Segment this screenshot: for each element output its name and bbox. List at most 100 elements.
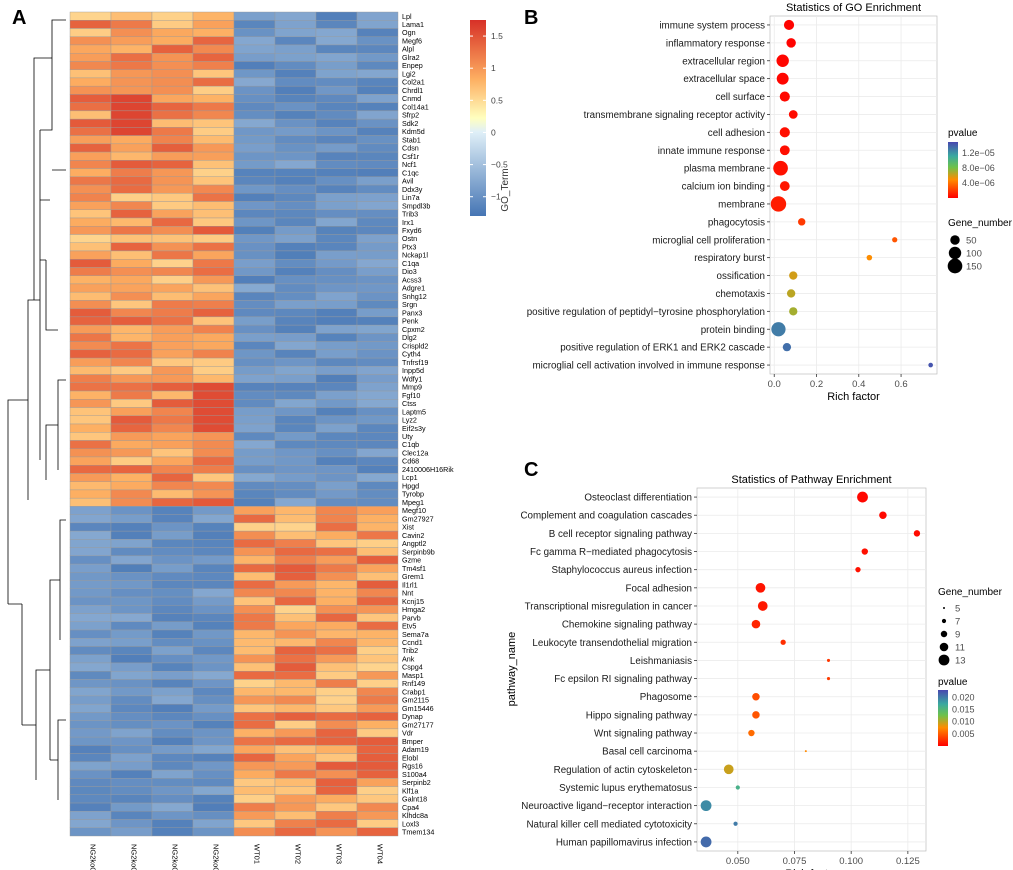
gene-label: Serpinb2 [402,778,431,787]
heatmap-cell [110,720,153,730]
heatmap-cell [110,712,153,721]
y-tick-label: Phagosome [640,692,693,703]
heatmap-cell [192,802,235,812]
heatmap-cell [69,481,112,491]
heatmap-cell [274,259,317,268]
y-tick-label: Regulation of actin cytoskeleton [554,765,692,776]
heatmap-cell [69,127,112,136]
gene-label: Lama1 [402,20,424,29]
heatmap-cell [110,662,153,672]
heatmap-cell [69,563,112,573]
heatmap-cell [356,811,399,820]
heatmap-cell [315,366,358,375]
heatmap-cell [315,679,358,688]
heatmap-cell [110,646,153,655]
data-point [752,692,760,701]
heatmap-cell [69,135,112,145]
heatmap-cell [356,753,399,763]
heatmap-cell [69,695,112,705]
heatmap-cell [356,613,399,622]
heatmap-cell [233,465,276,474]
heatmap-cell [192,695,235,705]
heatmap-cell [151,827,194,837]
heatmap-cell [315,275,358,285]
heatmap-cell [110,654,153,664]
heatmap-cell [356,506,399,515]
heatmap-cell [315,250,358,260]
y-tick-label: positive regulation of peptidyl−tyrosine… [527,307,765,318]
legend-pvalue-tick: 0.020 [952,692,975,702]
y-tick-label: protein binding [701,325,765,336]
y-tick-label: Staphylococcus aureus infection [551,565,692,576]
heatmap-cell [315,118,358,128]
heatmap-cell [69,259,112,268]
heatmap-cell [151,819,194,828]
data-point [751,619,761,629]
heatmap-cell [110,259,153,268]
heatmap-cell [233,489,276,499]
heatmap-cell [274,720,317,730]
heatmap-cell [356,473,399,482]
heatmap-cell [151,151,194,161]
heatmap-cell [110,514,153,524]
gene-label: Adgre1 [402,284,425,293]
heatmap-cell [110,580,153,589]
heatmap-cell [315,465,358,474]
heatmap-cell [69,77,112,87]
heatmap-cell [356,596,399,606]
heatmap-cell [192,53,235,62]
heatmap-cell [233,613,276,622]
heatmap-cell [69,193,112,202]
heatmap-cell [233,324,276,334]
heatmap-cell [69,638,112,647]
heatmap-cell [233,366,276,375]
heatmap-cell [233,687,276,697]
heatmap-cell [110,61,153,70]
gene-label: Eif2s3y [402,424,426,433]
heatmap-cell [110,168,153,177]
heatmap-cell [151,110,194,120]
heatmap-cell [233,448,276,458]
legend-gene-number-title: Gene_number [948,218,1013,229]
heatmap-cell [356,333,399,342]
heatmap-cell [356,514,399,524]
heatmap-cell [110,753,153,763]
heatmap-cell [356,11,399,21]
gene-label: Hmga2 [402,605,425,614]
heatmap-cell [69,440,112,449]
heatmap-cell [69,769,112,779]
plot-area [769,15,938,375]
heatmap-cell [69,20,112,29]
legend-size-label: 5 [955,604,960,615]
heatmap-cell [69,291,112,301]
y-tick-label: cell surface [715,92,765,103]
heatmap-cell [192,638,235,647]
heatmap-cell [69,605,112,614]
heatmap-cell [315,176,358,186]
heatmap-cell [69,671,112,680]
gene-label: Crispld2 [402,341,428,350]
heatmap-cell [151,440,194,449]
data-point [752,711,760,719]
heatmap-cell [69,547,112,557]
y-tick-label: Complement and coagulation cascades [520,511,692,522]
heatmap-cell [274,151,317,161]
heatmap-cell [151,61,194,70]
y-tick-label: Fc epsilon RI signaling pathway [554,674,692,685]
heatmap-cell [192,794,235,804]
heatmap-cell [110,382,153,392]
heatmap-cell [69,94,112,103]
heatmap-cell [274,357,317,367]
sample-label: WT01 [253,844,262,864]
heatmap-cell [274,819,317,828]
heatmap-cell [233,193,276,202]
heatmap-cell [356,291,399,301]
heatmap-cell [192,366,235,375]
heatmap-cell [151,168,194,177]
heatmap-cell [356,671,399,680]
heatmap-cell [356,720,399,730]
heatmap-cell [69,267,112,276]
heatmap-cell [233,827,276,837]
heatmap-cell [233,69,276,79]
legend-size-label: 13 [955,656,966,667]
